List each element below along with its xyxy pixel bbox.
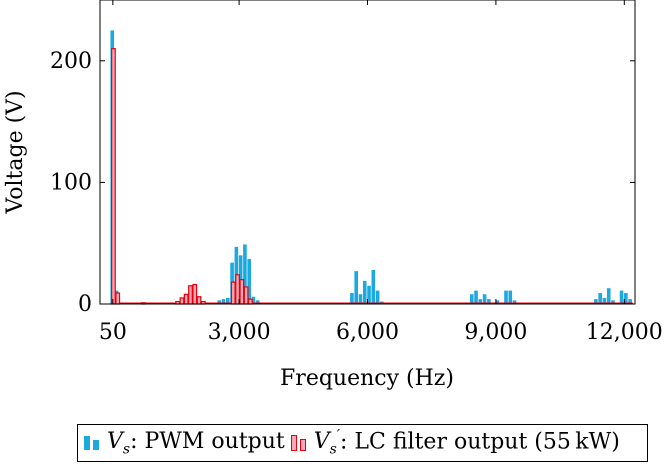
x-tick-label: 12,000 — [586, 320, 663, 345]
pwm-bar — [624, 293, 628, 304]
x-axis-label: Frequency (Hz) — [280, 366, 454, 391]
pwm-bar — [358, 294, 363, 304]
x-tick-label: 3,000 — [208, 320, 271, 345]
pwm-bar — [469, 294, 474, 304]
pwm-bar — [487, 299, 491, 304]
lc-filter-bar — [239, 279, 245, 305]
pwm-bar — [478, 299, 483, 304]
pwm-bar — [628, 299, 632, 304]
y-tick-label: 200 — [50, 49, 92, 74]
lc-filter-bar — [230, 281, 236, 305]
lc-filter-bar — [115, 292, 121, 305]
y-tick-label: 0 — [78, 292, 92, 317]
pwm-bar — [255, 300, 260, 304]
pwm-bar — [474, 290, 478, 304]
pwm-bar — [504, 290, 508, 304]
pwm-bar — [221, 299, 226, 304]
pwm-bar — [354, 271, 358, 304]
lc-filter-bar — [192, 283, 198, 305]
y-axis-label: Voltage (V) — [3, 90, 28, 214]
pwm-bar — [598, 293, 602, 304]
lc-filter-bar — [248, 298, 253, 305]
voltage-spectrum-chart: 50 3,000 6,000 9,000 12,000 0 100 200 Frequenc… — [3, 0, 663, 391]
pwm-bar — [371, 269, 376, 304]
legend-swatch-pwm — [84, 435, 99, 450]
legend-entry-pwm: Vs: PWM output — [84, 429, 285, 457]
pwm-bar — [243, 244, 247, 304]
lc-filter-bar — [179, 297, 185, 305]
lc-filter-bar — [188, 285, 193, 305]
pwm-bar — [217, 300, 222, 304]
lc-filter-bar — [243, 286, 249, 305]
pwm-bar — [495, 300, 500, 304]
y-tick-label: 100 — [50, 170, 92, 195]
pwm-bar — [375, 290, 380, 304]
pwm-bar — [362, 280, 367, 304]
lc-filter-bar — [183, 293, 189, 305]
pwm-bar — [594, 299, 598, 304]
pwm-bar — [619, 290, 624, 304]
pwm-bar — [611, 300, 615, 304]
pwm-bar — [508, 290, 513, 304]
lc-filter-bar — [196, 296, 202, 305]
x-tick-label: 9,000 — [464, 320, 527, 345]
legend-label-pwm: Vs: PWM output — [107, 428, 285, 458]
lc-filter-bar — [111, 48, 116, 305]
legend-entry-lc: Vs′: LC filter output (55 kW) — [290, 428, 620, 458]
pwm-bar — [350, 293, 354, 304]
pwm-bar — [247, 259, 251, 304]
pwm-bar — [226, 297, 230, 304]
legend-swatch-lc — [290, 435, 306, 451]
lc-filter-series-bars — [110, 48, 633, 305]
legend: Vs: PWM output Vs′: LC filter output (55… — [77, 424, 648, 462]
plot-area — [100, 0, 635, 304]
x-tick-label: 6,000 — [336, 320, 399, 345]
pwm-bar — [602, 297, 607, 304]
y-axis-ticks: 0 100 200 — [50, 49, 635, 317]
x-axis-ticks: 50 3,000 6,000 9,000 12,000 — [99, 0, 663, 345]
pwm-bar — [367, 285, 371, 304]
pwm-bar — [606, 288, 611, 304]
pwm-bar — [482, 294, 487, 304]
x-tick-label: 50 — [99, 320, 127, 345]
legend-label-lc: Vs′: LC filter output (55 kW) — [313, 428, 620, 458]
pwm-bar — [251, 296, 256, 304]
pwm-bar — [512, 300, 517, 304]
